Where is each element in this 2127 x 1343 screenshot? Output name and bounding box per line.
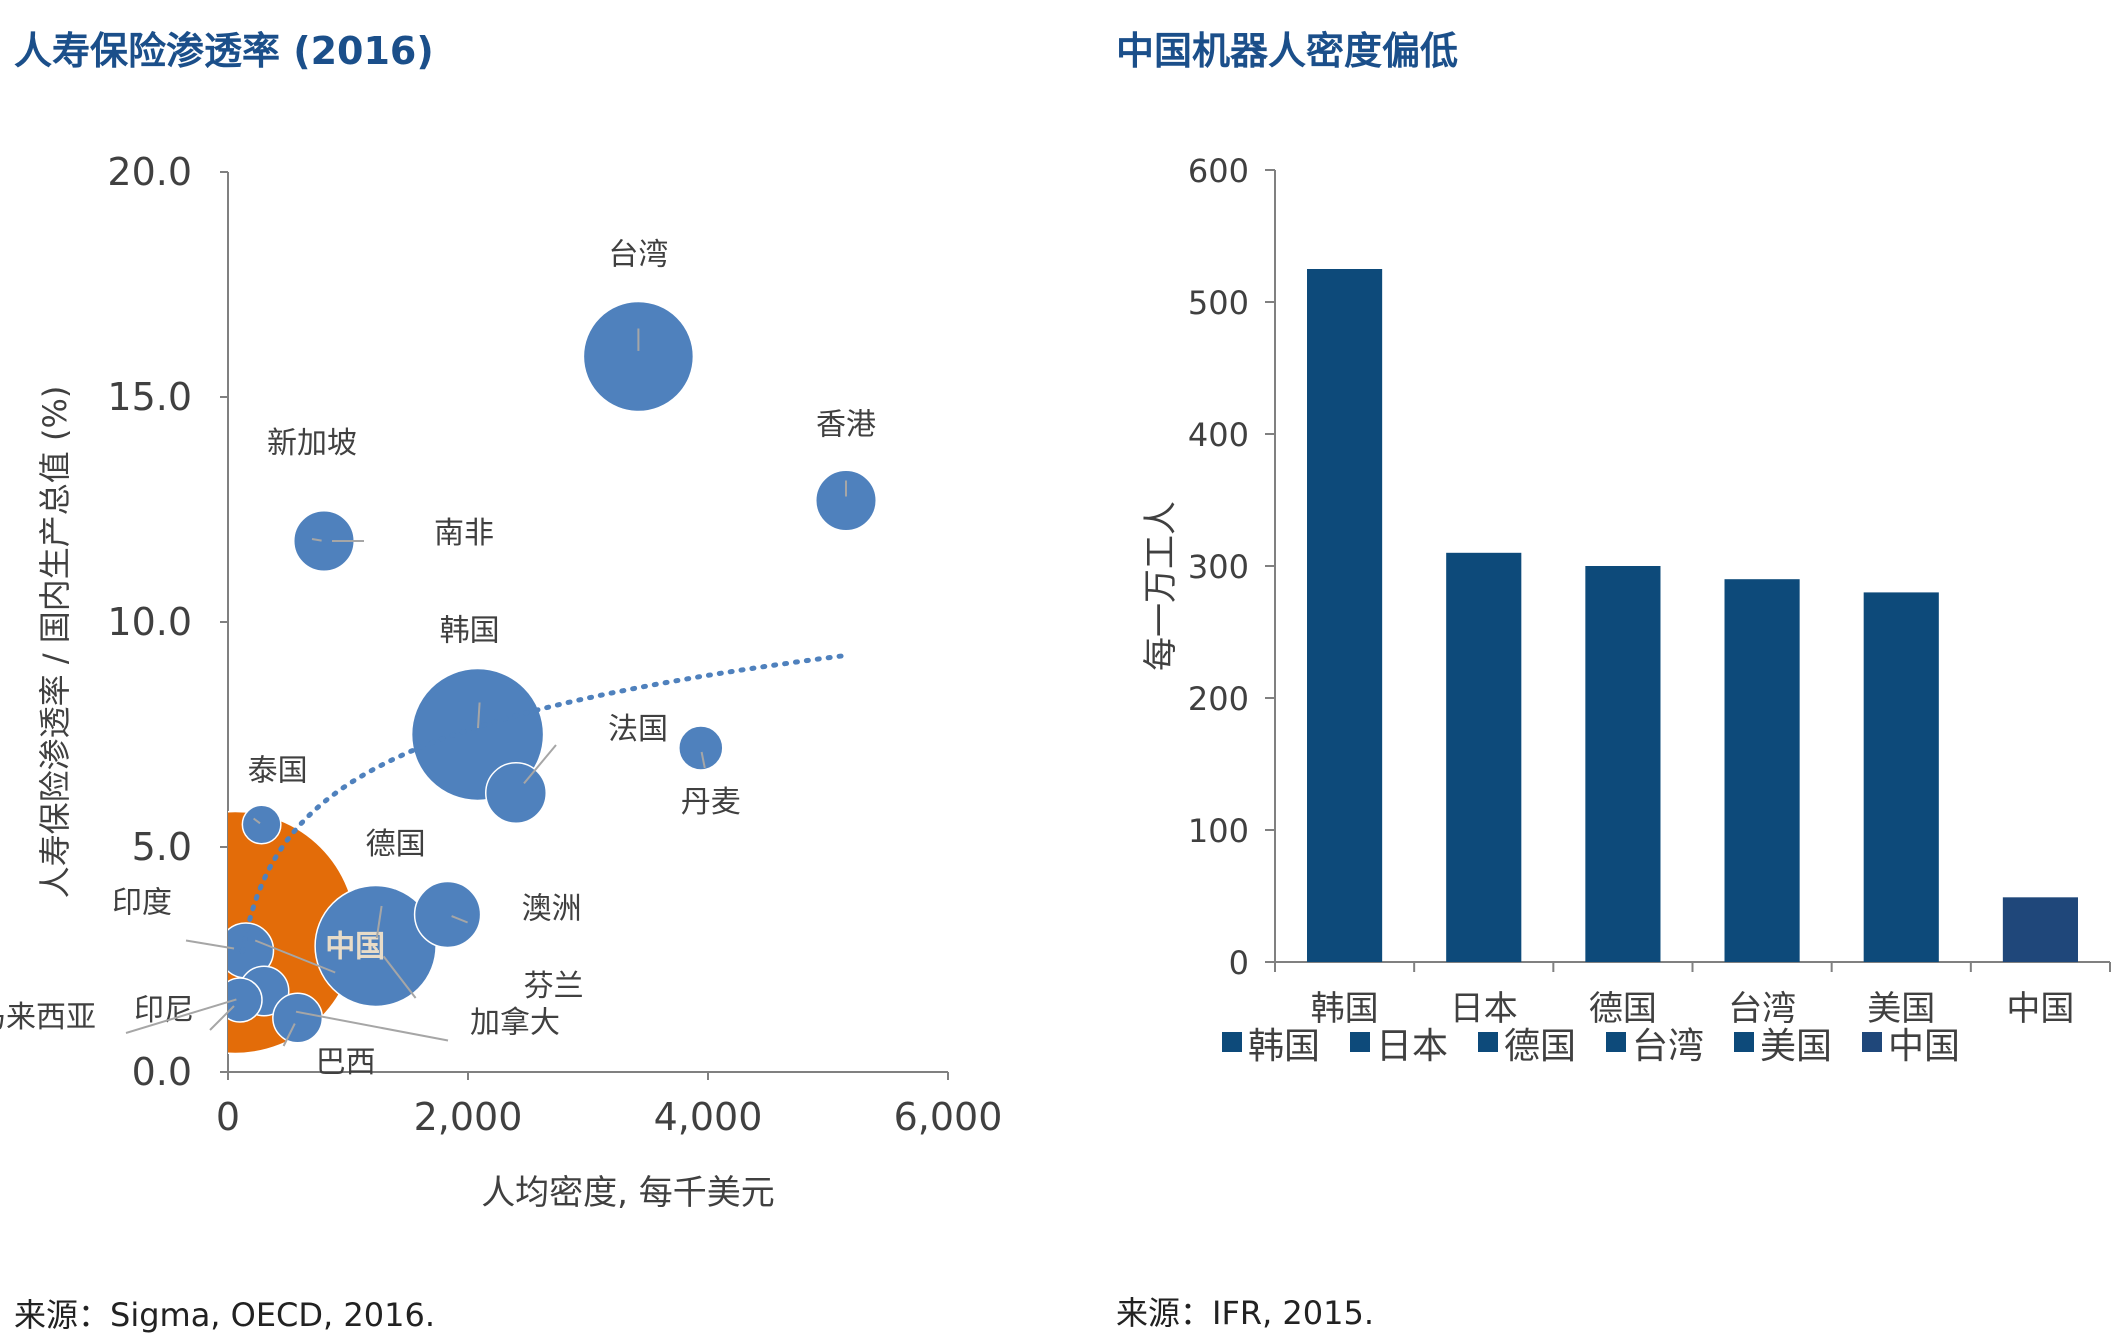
bubble-leader-line [282, 1023, 296, 1047]
bar-y-tick-label: 600 [1188, 152, 1249, 190]
bar-category-label: 中国 [2006, 989, 2074, 1029]
bubble-leader-line [451, 915, 468, 924]
bar-legend-label: 日本 [1376, 1026, 1448, 1067]
bubble-leader-line [295, 1010, 449, 1042]
bubble-point [678, 725, 724, 771]
bar [1724, 579, 1800, 962]
bubble-data-label: 南非 [434, 516, 494, 551]
bubble-leader-line [209, 1005, 235, 1031]
bubble-leader-line [523, 744, 557, 785]
bubble-data-label: 台湾 [608, 238, 668, 273]
bubble-leader-line [477, 702, 481, 729]
bubble-point [228, 977, 263, 1023]
bubble-leader-line [185, 939, 235, 950]
bubble-leader-line [700, 751, 706, 769]
bar-y-tick-label: 0 [1229, 944, 1249, 982]
bubble-data-label: 澳洲 [522, 892, 582, 927]
bar-category-label: 台湾 [1728, 989, 1796, 1029]
bar [1446, 552, 1522, 962]
bubble-series [228, 300, 877, 1055]
bubble-y-tick-label: 5.0 [132, 825, 192, 869]
bar-legend-label: 德国 [1504, 1026, 1576, 1067]
bubble-data-label: 法国 [608, 712, 668, 747]
bubble-point [485, 762, 547, 824]
bubble-point [815, 469, 877, 532]
bubble-x-axis-title: 人均密度, 每千美元 [481, 1173, 775, 1213]
bubble-leader-line [254, 939, 336, 974]
right-chart-title: 中国机器人密度偏低 [1116, 29, 1459, 73]
bubble-data-label: 韩国 [440, 614, 500, 649]
bar-legend-label: 中国 [1888, 1026, 1960, 1067]
bubble-data-label: 丹麦 [681, 785, 741, 820]
bubble-data-label: 德国 [366, 827, 426, 862]
bar-y-tick-label: 200 [1188, 680, 1249, 718]
bubble-data-label: 马来西亚 [0, 1000, 96, 1035]
bar-y-axis-title: 每一万工人 [1141, 501, 1181, 671]
bubble-data-label: 泰国 [248, 754, 308, 789]
bar-legend-label: 台湾 [1632, 1026, 1704, 1067]
right-chart-source: 来源：IFR, 2015. [1116, 1294, 1375, 1332]
bar-y-tick-label: 400 [1188, 416, 1249, 454]
left-chart-title: 人寿保险渗透率 (2016) [14, 29, 434, 73]
bar-legend-swatch [1222, 1032, 1242, 1052]
bar-legend-swatch [1606, 1032, 1626, 1052]
bar-category-label: 韩国 [1311, 989, 1379, 1029]
bar-legend-swatch [1478, 1032, 1498, 1052]
bubble-data-label: 新加坡 [267, 426, 357, 461]
bubble-data-label: 香港 [816, 408, 876, 443]
bubble-data-label: 芬兰 [524, 969, 584, 1004]
bubble-y-tick-label: 0.0 [132, 1050, 192, 1094]
bar-y-tick-label: 300 [1188, 548, 1249, 586]
bubble-data-label: 印度 [112, 886, 172, 921]
bar [1585, 566, 1661, 962]
bubble-chart: 0.0 5.0 10.0 15.0 20.0 0 2,000 4,000 6,000 人均密度, … [0, 150, 1002, 1213]
bubble-leader-line [375, 905, 383, 939]
bar [1307, 269, 1383, 962]
bar [2002, 897, 2078, 962]
bubble-x-tick-label: 6,000 [894, 1095, 1003, 1139]
bubble-x-tick-label: 2,000 [414, 1095, 523, 1139]
bar-category-label: 德国 [1589, 989, 1657, 1029]
bubble-trendline [239, 653, 845, 954]
bar-category-label: 日本 [1450, 989, 1518, 1029]
left-chart-source: 来源：Sigma, OECD, 2016. [14, 1296, 435, 1334]
bar-legend-label: 美国 [1760, 1026, 1832, 1067]
bubble-leader-line [125, 998, 237, 1034]
bar-legend-label: 韩国 [1248, 1026, 1320, 1067]
bar-legend-swatch [1862, 1032, 1882, 1052]
bubble-data-label: 印尼 [134, 993, 194, 1028]
bar-legend-swatch [1734, 1032, 1754, 1052]
bubble-data-label: 中国 [325, 930, 385, 965]
bubble-point [272, 992, 324, 1044]
bubble-y-axis-title: 人寿保险渗透率 / 国内生产总值 (%) [36, 386, 74, 899]
bubble-data-label: 巴西 [316, 1045, 376, 1080]
bubble-y-tick-label: 20.0 [107, 150, 192, 194]
bubble-leader-line [311, 538, 322, 542]
bubble-leader-line [382, 955, 417, 999]
bubble-data-label: 加拿大 [470, 1006, 560, 1041]
bar-legend-swatch [1350, 1032, 1370, 1052]
bubble-point [582, 300, 695, 413]
bar-y-tick-label: 500 [1188, 284, 1249, 322]
bar [1863, 592, 1939, 962]
bubble-point [413, 880, 482, 949]
bubble-y-tick-label: 15.0 [107, 375, 192, 419]
bar-category-label: 美国 [1867, 989, 1935, 1029]
bubble-leader-line [253, 817, 261, 825]
bubble-x-tick-label: 4,000 [654, 1095, 763, 1139]
bubble-y-tick-label: 10.0 [107, 600, 192, 644]
bubble-x-tick-label: 0 [216, 1095, 240, 1139]
bar-y-tick-label: 100 [1188, 812, 1249, 850]
bubble-point [241, 804, 282, 845]
